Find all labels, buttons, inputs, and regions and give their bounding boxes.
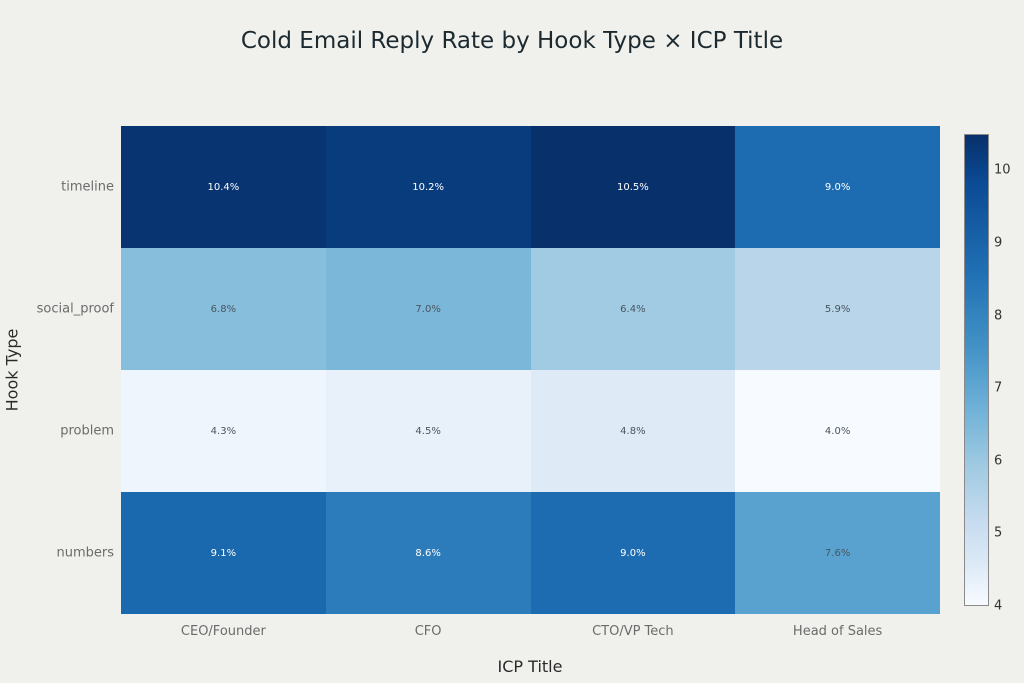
y-tick-label: social_proof bbox=[36, 301, 114, 317]
x-axis-label: ICP Title bbox=[497, 657, 563, 676]
colorbar-tick-label: 8 bbox=[994, 308, 1003, 324]
x-tick-label: CTO/VP Tech bbox=[592, 624, 674, 639]
colorbar-tick-label: 9 bbox=[994, 235, 1003, 251]
heatmap-cell: 9.0% bbox=[530, 492, 736, 614]
heatmap-cell: 6.4% bbox=[530, 248, 736, 370]
y-tick-label: numbers bbox=[56, 545, 114, 561]
heatmap-cell: 4.8% bbox=[530, 370, 736, 492]
heatmap-cell: 7.0% bbox=[325, 248, 531, 370]
heatmap-cell: 8.6% bbox=[325, 492, 531, 614]
heatmap-cell: 7.6% bbox=[735, 492, 940, 614]
colorbar-tick-label: 10 bbox=[994, 162, 1011, 178]
colorbar-tick-label: 4 bbox=[994, 598, 1003, 614]
y-tick-label: timeline bbox=[61, 179, 114, 195]
heatmap-cell: 4.5% bbox=[325, 370, 531, 492]
x-tick-label: CFO bbox=[414, 624, 442, 639]
y-axis-label: Hook Type bbox=[2, 328, 22, 412]
heatmap-cell: 4.0% bbox=[735, 370, 940, 492]
heatmap-cell: 5.9% bbox=[735, 248, 940, 370]
heatmap-cell: 10.4% bbox=[121, 126, 326, 248]
colorbar-tick-label: 5 bbox=[994, 525, 1003, 541]
heatmap-cell: 10.2% bbox=[325, 126, 531, 248]
y-tick-label: problem bbox=[60, 423, 114, 439]
heatmap-cell: 9.1% bbox=[121, 492, 326, 614]
colorbar-tick-label: 6 bbox=[994, 453, 1003, 469]
heatmap-cell: 9.0% bbox=[735, 126, 940, 248]
colorbar-tick-label: 7 bbox=[994, 380, 1003, 396]
x-tick-label: Head of Sales bbox=[792, 624, 883, 639]
x-tick-label: CEO/Founder bbox=[180, 624, 266, 639]
heatmap-cell: 4.3% bbox=[121, 370, 326, 492]
heatmap-plot-area: 10.4% 10.2% 10.5% 9.0% 6.8% 7.0% 6.4% 5.9% 4.3% 4… bbox=[121, 126, 940, 614]
heatmap-cell: 10.5% bbox=[530, 126, 736, 248]
chart-title: Cold Email Reply Rate by Hook Type × ICP… bbox=[240, 28, 784, 54]
heatmap-cell: 6.8% bbox=[121, 248, 326, 370]
colorbar bbox=[964, 134, 989, 606]
